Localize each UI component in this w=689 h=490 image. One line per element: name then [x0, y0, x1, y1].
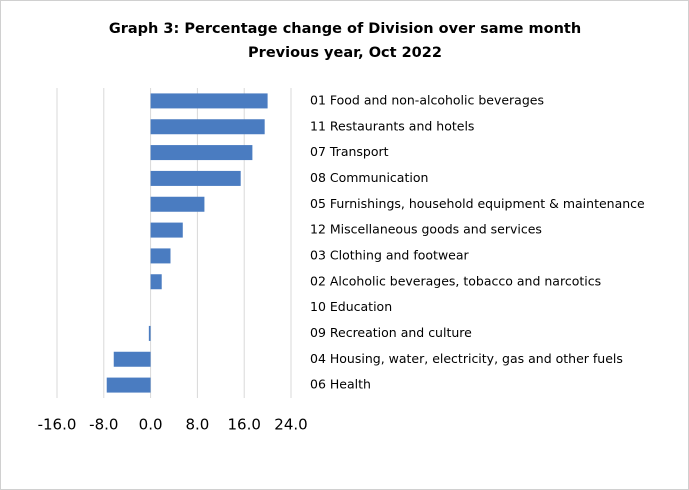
- category-label: 05 Furnishings, household equipment & ma…: [310, 196, 645, 211]
- bar: [150, 145, 253, 161]
- x-tick-label: 16.0: [227, 416, 260, 434]
- category-label: 09 Recreation and culture: [310, 325, 472, 340]
- bar: [150, 248, 171, 264]
- category-label: 06 Health: [310, 377, 371, 392]
- category-label: 02 Alcoholic beverages, tobacco and narc…: [310, 273, 601, 288]
- bar: [150, 119, 265, 135]
- bar: [150, 196, 205, 212]
- category-label: 12 Miscellaneous goods and services: [310, 222, 542, 237]
- category-label: 08 Communication: [310, 170, 428, 185]
- category-label: 11 Restaurants and hotels: [310, 118, 474, 133]
- bar: [148, 325, 151, 341]
- x-tick-label: 24.0: [274, 416, 307, 434]
- category-label: 01 Food and non-alcoholic beverages: [310, 92, 544, 107]
- bar: [150, 222, 183, 238]
- category-label: 03 Clothing and footwear: [310, 247, 470, 262]
- x-tick-label: -16.0: [38, 416, 77, 434]
- bar: [106, 377, 151, 393]
- category-label: 07 Transport: [310, 144, 389, 159]
- chart-title: Previous year, Oct 2022: [248, 45, 442, 61]
- bar: [150, 170, 241, 186]
- bar: [150, 93, 268, 109]
- category-label: 10 Education: [310, 299, 392, 314]
- x-tick-label: -8.0: [89, 416, 118, 434]
- bar: [150, 274, 162, 290]
- chart-title: Graph 3: Percentage change of Division o…: [109, 21, 581, 37]
- category-label: 04 Housing, water, electricity, gas and …: [310, 351, 623, 366]
- bar: [113, 351, 151, 367]
- x-tick-label: 0.0: [139, 416, 163, 434]
- x-tick-label: 8.0: [185, 416, 209, 434]
